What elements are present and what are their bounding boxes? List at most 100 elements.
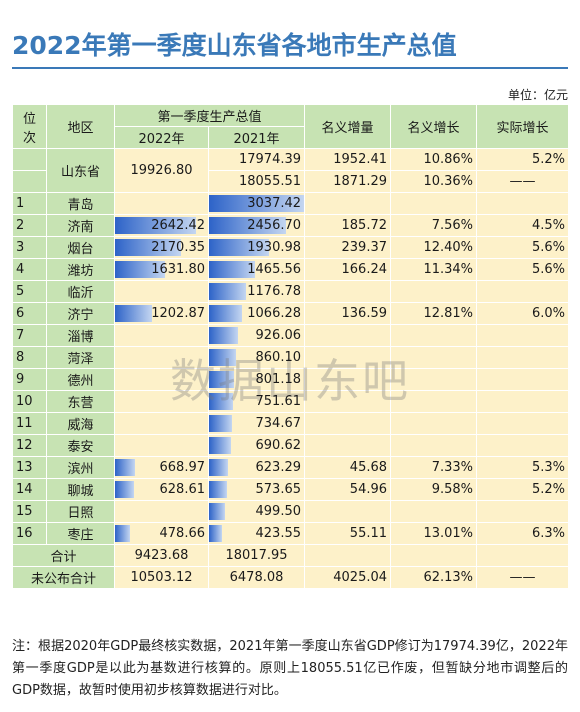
city-nominal-increase [304,192,392,215]
city-gdp-2021: 573.65 [207,478,306,501]
unpublished-real-growth: —— [476,566,570,589]
unpublished-2022: 10503.12 [114,566,209,589]
city-real-growth [476,324,570,347]
city-real-growth: 5.3% [476,456,570,479]
city-nominal-growth [390,390,478,413]
unpublished-label: 未公布合计 [12,566,115,589]
city-gdp-2021: 1066.28 [207,302,306,325]
header-region: 地区 [46,104,115,149]
table-row: 10 东营 751.61 [12,390,570,413]
gdp-data-bar [115,261,165,278]
city-name: 淄博 [46,324,115,347]
city-rank: 14 [12,478,47,501]
city-name: 威海 [46,412,115,435]
city-rank: 15 [12,500,47,523]
city-nominal-growth [390,346,478,369]
city-gdp-2022: 628.61 [114,478,209,501]
gdp-data-bar [209,459,229,476]
city-gdp-2022 [114,346,209,369]
gdp-value: 1066.28 [247,306,302,321]
gdp-value: 3037.42 [247,196,302,211]
header-real-growth: 实际增长 [476,104,570,149]
gdp-data-bar [115,481,135,498]
city-gdp-2022 [114,500,209,523]
city-gdp-2022: 668.97 [114,456,209,479]
total-increase [304,544,392,567]
city-gdp-2021: 2456.70 [207,214,306,237]
city-nominal-increase [304,412,392,435]
city-name: 日照 [46,500,115,523]
city-gdp-2021: 690.62 [207,434,306,457]
gdp-value: 628.61 [159,482,206,497]
city-real-growth [476,500,570,523]
gdp-value: 860.10 [255,350,302,365]
city-gdp-2021: 860.10 [207,346,306,369]
city-gdp-2021: 499.50 [207,500,306,523]
city-gdp-2021: 1176.78 [207,280,306,303]
table-row: 6 济宁 1202.87 1066.28 136.59 12.81% 6.0% [12,302,570,325]
city-gdp-2021: 926.06 [207,324,306,347]
city-rank: 1 [12,192,47,215]
total-2021: 18017.95 [207,544,306,567]
city-nominal-increase [304,324,392,347]
gdp-data-bar [209,371,235,388]
gdp-data-bar [209,217,286,234]
city-gdp-2022: 2170.35 [114,236,209,259]
city-nominal-growth [390,368,478,391]
city-real-growth: 5.2% [476,478,570,501]
gdp-table: 位次 地区 第一季度生产总值 名义增量 名义增长 实际增长 2022年 2021… [12,104,570,589]
gdp-data-bar [115,459,136,476]
gdp-value: 926.06 [255,328,302,343]
city-rank: 4 [12,258,47,281]
city-nominal-increase [304,500,392,523]
total-label: 合计 [12,544,115,567]
province-rank-2 [12,170,47,193]
header-gdp-group: 第一季度生产总值 [113,104,306,127]
province-2022: 19926.80 [114,148,209,193]
table-row: 1 青岛 3037.42 [12,192,570,215]
city-gdp-2021: 1465.56 [207,258,306,281]
city-real-growth: 6.0% [476,302,570,325]
city-gdp-2022 [114,368,209,391]
city-real-growth [476,192,570,215]
gdp-data-bar [209,283,246,300]
city-name: 济宁 [46,302,115,325]
city-name: 泰安 [46,434,115,457]
gdp-data-bar [115,239,182,256]
table-row: 8 菏泽 860.10 [12,346,570,369]
city-gdp-2021: 423.55 [207,522,306,545]
table-row: 7 淄博 926.06 [12,324,570,347]
city-nominal-growth: 11.34% [390,258,478,281]
gdp-value: 751.61 [255,394,302,409]
city-name: 青岛 [46,192,115,215]
footnote: 注：根据2020年GDP最终核实数据，2021年第一季度山东省GDP修订为179… [12,639,568,698]
gdp-value: 1202.87 [151,306,205,321]
city-real-growth [476,346,570,369]
city-nominal-growth: 13.01% [390,522,478,545]
province-name: 山东省 [46,148,115,193]
city-nominal-increase: 136.59 [304,302,392,325]
city-real-growth [476,390,570,413]
gdp-data-bar [209,525,223,542]
header-2022: 2022年 [114,126,209,149]
gdp-data-bar [115,217,196,234]
city-real-growth: 5.6% [476,236,570,259]
province-rank [12,148,47,171]
table-row: 16 枣庄 478.66 423.55 55.11 13.01% 6.3% [12,522,570,545]
gdp-value: 499.50 [255,504,302,519]
title-underline [12,67,568,69]
city-gdp-2022: 1202.87 [114,302,209,325]
unit-label: 单位：亿元 [507,88,568,102]
city-nominal-growth: 7.56% [390,214,478,237]
province-increase-revised: 1952.41 [304,148,392,171]
city-name: 济南 [46,214,115,237]
city-rank: 12 [12,434,47,457]
city-nominal-increase: 54.96 [304,478,392,501]
city-name: 潍坊 [46,258,115,281]
city-rank: 3 [12,236,47,259]
gdp-value: 1631.80 [151,262,205,277]
city-gdp-2022 [114,412,209,435]
city-gdp-2022 [114,280,209,303]
gdp-value: 478.66 [159,526,206,541]
city-real-growth: 5.6% [476,258,570,281]
